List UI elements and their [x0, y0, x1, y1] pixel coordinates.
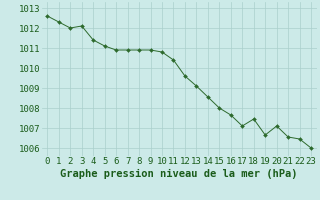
X-axis label: Graphe pression niveau de la mer (hPa): Graphe pression niveau de la mer (hPa): [60, 169, 298, 179]
